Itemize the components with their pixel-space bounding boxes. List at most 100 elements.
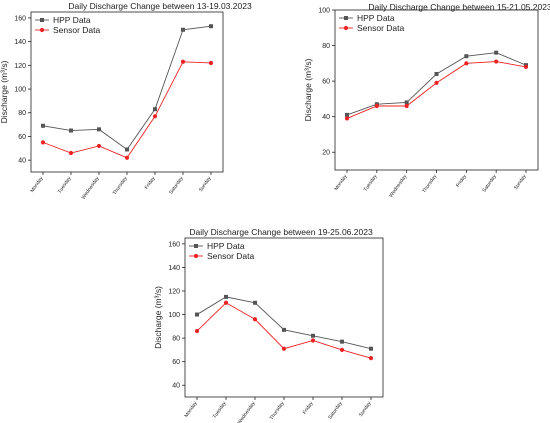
data-point	[494, 59, 499, 64]
y-tick-label: 140	[168, 265, 180, 272]
data-point	[253, 300, 257, 305]
data-point	[223, 300, 229, 305]
data-point	[40, 140, 46, 145]
plot-frame	[184, 237, 384, 398]
data-point	[181, 27, 185, 32]
chart-title: Daily Discharge Change between 15-21.05.…	[368, 2, 550, 12]
x-tick-label: Tuesday	[212, 400, 228, 419]
y-tick-label: 60	[18, 134, 26, 141]
data-point	[369, 346, 373, 351]
y-tick-label: 60	[322, 79, 330, 86]
y-tick-label: 140	[14, 39, 26, 46]
chart-3: Daily Discharge Change between 19-25.06.…	[153, 227, 384, 423]
y-tick-label: 120	[168, 289, 180, 296]
x-tick-label: Friday	[302, 400, 315, 415]
x-tick-label: Sunday	[513, 173, 528, 191]
data-point	[124, 155, 130, 160]
y-tick-label: 80	[172, 336, 180, 343]
legend-marker	[344, 16, 348, 20]
y-tick-label: 60	[172, 359, 180, 366]
x-tick-label: Thursday	[269, 400, 286, 421]
y-tick-label: 160	[168, 241, 180, 248]
data-point	[68, 150, 74, 156]
x-tick-label: Thursday	[421, 173, 438, 194]
data-point	[97, 127, 101, 132]
y-tick-label: 100	[14, 87, 26, 94]
data-point	[208, 60, 214, 66]
y-tick-label: 80	[18, 110, 26, 117]
data-point	[152, 114, 158, 119]
data-point	[340, 339, 344, 344]
x-tick-label: Monday	[184, 400, 199, 418]
series-line-hpp	[42, 25, 212, 151]
y-tick-label: 40	[18, 158, 26, 165]
x-tick-label: Monday	[334, 173, 349, 191]
data-point	[494, 50, 499, 55]
y-tick-label: 40	[322, 114, 330, 121]
x-tick-label: Tuesday	[363, 173, 379, 192]
data-point	[282, 327, 286, 332]
x-tick-label: Thursday	[112, 175, 129, 196]
data-point	[125, 147, 129, 152]
legend-label: HPP Data	[357, 13, 395, 23]
x-tick-label: Wednesday	[237, 400, 257, 423]
series-line-sensor	[42, 61, 212, 159]
y-tick-label: 40	[172, 383, 180, 390]
data-point	[209, 24, 213, 29]
legend-label: Sensor Data	[53, 25, 101, 35]
data-point	[464, 61, 469, 66]
y-axis-label: Discharge (m³/s)	[0, 60, 9, 123]
data-point	[311, 333, 315, 338]
legend-marker	[194, 244, 198, 248]
y-axis-label: Discharge (m³/s)	[303, 58, 313, 121]
legend-label: Sensor Data	[357, 23, 405, 33]
data-point	[41, 123, 45, 128]
x-tick-label: Saturday	[327, 400, 344, 420]
data-point	[180, 59, 186, 64]
data-point	[224, 294, 228, 299]
data-point	[153, 107, 157, 112]
x-tick-label: Sunday	[198, 175, 213, 193]
series-line-sensor	[346, 61, 527, 119]
data-point	[310, 338, 316, 343]
chart-title: Daily Discharge Change between 13-19.03.…	[68, 1, 252, 11]
legend-marker	[343, 25, 349, 31]
legend-label: Sensor Data	[207, 251, 255, 261]
data-point	[404, 100, 409, 105]
data-point	[404, 103, 409, 109]
data-point	[368, 356, 374, 361]
data-point	[69, 128, 73, 133]
x-tick-label: Wednesday	[388, 173, 408, 198]
chart-2: Daily Discharge Change between 15-21.05.…	[303, 2, 550, 199]
data-point	[434, 72, 439, 76]
data-point	[339, 347, 345, 352]
x-tick-label: Sunday	[358, 400, 373, 418]
y-tick-label: 160	[14, 15, 26, 22]
chart-title: Daily Discharge Change between 19-25.06.…	[189, 227, 373, 237]
x-tick-label: Friday	[455, 173, 468, 188]
series-line-hpp	[196, 296, 372, 350]
data-point	[195, 312, 199, 317]
y-tick-label: 120	[14, 63, 26, 70]
y-tick-label: 100	[318, 8, 330, 15]
legend-marker	[40, 18, 44, 22]
x-tick-label: Tuesday	[57, 175, 73, 194]
y-tick-label: 80	[322, 43, 330, 50]
chart-1: Daily Discharge Change between 13-19.03.…	[0, 1, 252, 201]
data-point	[464, 54, 469, 59]
legend-marker	[39, 27, 45, 33]
legend-label: HPP Data	[53, 15, 91, 25]
data-point	[194, 328, 200, 334]
data-point	[281, 346, 287, 351]
y-tick-label: 20	[322, 150, 330, 157]
data-point	[374, 103, 379, 109]
plot-frame	[334, 9, 539, 171]
data-point	[523, 64, 529, 69]
legend-label: HPP Data	[207, 241, 245, 251]
x-tick-label: Monday	[30, 175, 45, 193]
data-point	[434, 80, 439, 85]
data-point	[252, 317, 258, 322]
y-axis-label: Discharge (m³/s)	[153, 286, 163, 349]
data-point	[345, 112, 349, 117]
